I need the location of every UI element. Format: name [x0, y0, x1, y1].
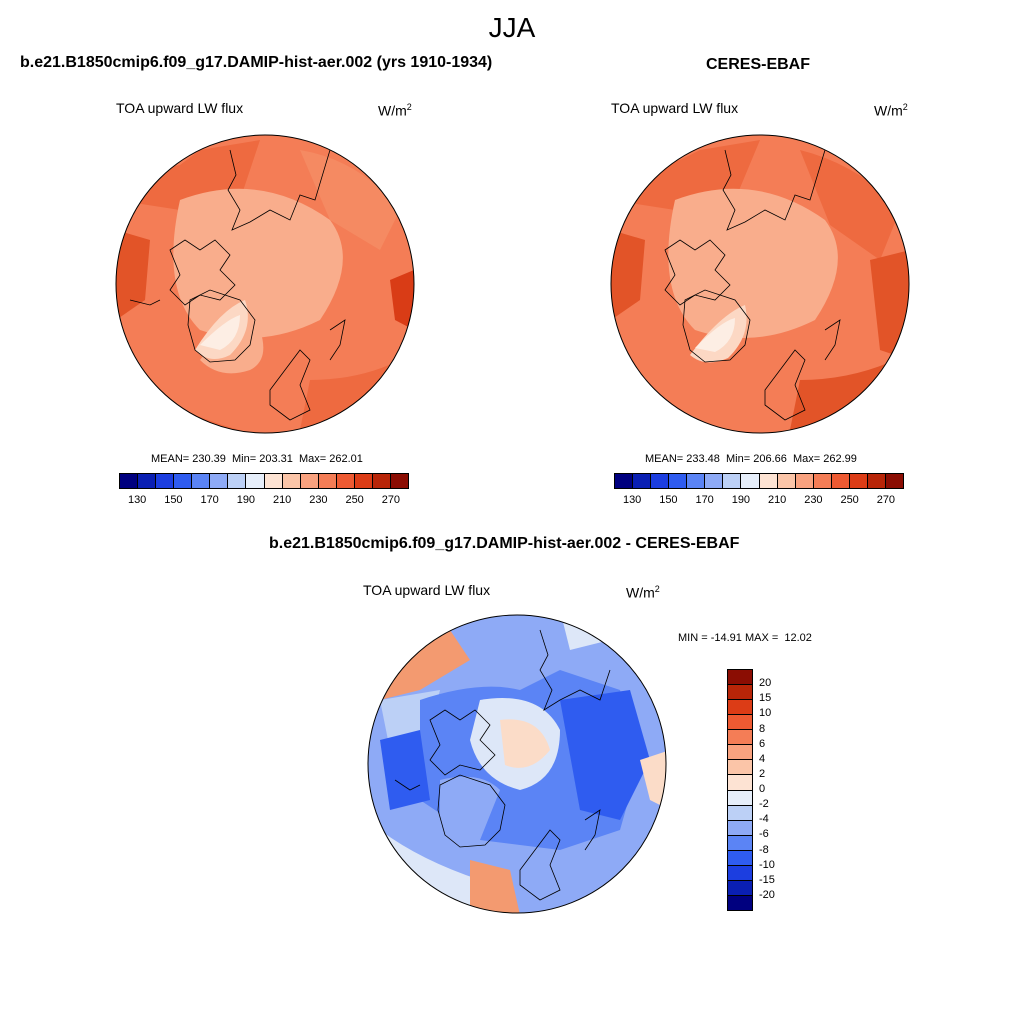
colorbar-swatch: [371, 474, 390, 488]
colorbar-swatch: [812, 474, 831, 488]
colorbar-swatch: [866, 474, 885, 488]
colorbar-tick-label: 10: [759, 707, 772, 720]
colorbar-swatch: [686, 474, 705, 488]
colorbar-swatch: [335, 474, 354, 488]
colorbar-swatch: [728, 879, 752, 895]
colorbar-swatch: [728, 864, 752, 880]
colorbar-swatch: [281, 474, 300, 488]
colorbar-tick-label: 210: [767, 494, 787, 506]
colorbar-tick-label: 230: [804, 494, 823, 506]
colorbar-swatch: [227, 474, 246, 488]
colorbar-tick-label: -2: [759, 798, 769, 811]
colorbar-swatch: [728, 714, 752, 730]
colorbar-swatch: [317, 474, 336, 488]
colorbar-swatch: [389, 474, 408, 488]
colorbar-tick-label: 150: [659, 494, 678, 506]
colorbar-swatch: [632, 474, 651, 488]
model-stats: MEAN= 230.39 Min= 203.31 Max= 262.01: [151, 453, 363, 465]
colorbar-tick-label: 6: [759, 737, 766, 750]
colorbar-swatch: [884, 474, 903, 488]
colorbar-tick-label: 4: [759, 752, 766, 765]
colorbar-tick-label: 270: [876, 494, 896, 506]
colorbar-tick-label: 130: [127, 494, 147, 506]
colorbar-swatch: [722, 474, 741, 488]
colorbar-tick-label: 0: [759, 783, 766, 795]
colorbar-tick-label: -4: [759, 813, 769, 826]
obs-stats: MEAN= 233.48 Min= 206.66 Max= 262.99: [645, 453, 857, 465]
colorbar-swatch: [758, 474, 777, 488]
model-panel-title: b.e21.B1850cmip6.f09_g17.DAMIP-hist-aer.…: [20, 54, 493, 71]
colorbar-swatch: [728, 744, 752, 760]
diff-colorbar: 20 15 10 8 6 4 2 0 -2 -4 -6 -8 -10 -15 -20: [727, 669, 797, 911]
colorbar-swatch: [740, 474, 759, 488]
colorbar-swatch: [728, 789, 752, 805]
colorbar-swatch: [650, 474, 669, 488]
colorbar-swatch: [728, 819, 752, 835]
colorbar-tick-label: 250: [840, 494, 859, 506]
colorbar-swatch: [173, 474, 192, 488]
colorbar-tick-label: 170: [200, 494, 219, 506]
colorbar-swatch: [728, 774, 752, 790]
colorbar-swatch: [728, 670, 752, 685]
colorbar-tick-label: -15: [759, 873, 775, 886]
diff-variable-label: TOA upward LW flux: [363, 582, 491, 598]
obs-variable-label: TOA upward LW flux: [611, 100, 739, 116]
colorbar-tick-label: 20: [759, 677, 772, 690]
colorbar-tick-label: 190: [236, 494, 256, 506]
obs-panel-title: CERES-EBAF: [706, 56, 811, 73]
obs-colorbar: 130 150 170 190 210 230 250 270: [614, 473, 904, 506]
colorbar-swatch: [728, 759, 752, 775]
model-colorbar: 130 150 170 190 210 230 250 270: [119, 473, 409, 506]
colorbar-swatch: [704, 474, 723, 488]
colorbar-swatch: [120, 474, 138, 488]
colorbar-tick-label: 190: [731, 494, 751, 506]
colorbar-swatch: [728, 699, 752, 715]
diff-map: [368, 615, 666, 913]
colorbar-tick-label: -10: [759, 858, 775, 871]
colorbar-tick-label: 230: [309, 494, 328, 506]
colorbar-swatch: [137, 474, 156, 488]
colorbar-swatch: [263, 474, 282, 488]
obs-units: W/m2: [874, 102, 908, 119]
colorbar-swatch: [299, 474, 318, 488]
diff-panel-title: b.e21.B1850cmip6.f09_g17.DAMIP-hist-aer.…: [269, 535, 740, 552]
model-map: [116, 135, 414, 433]
colorbar-swatch: [728, 729, 752, 745]
colorbar-swatch: [794, 474, 813, 488]
model-variable-label: TOA upward LW flux: [116, 100, 244, 116]
colorbar-swatch: [353, 474, 372, 488]
colorbar-swatch: [728, 684, 752, 700]
colorbar-swatch: [776, 474, 795, 488]
colorbar-swatch: [848, 474, 867, 488]
colorbar-swatch: [668, 474, 687, 488]
model-units: W/m2: [378, 102, 412, 119]
colorbar-swatch: [191, 474, 210, 488]
colorbar-tick-label: 8: [759, 722, 766, 735]
colorbar-tick-label: -8: [759, 843, 769, 856]
colorbar-tick-label: 130: [622, 494, 642, 506]
colorbar-swatch: [209, 474, 228, 488]
season-title: JJA: [488, 12, 536, 43]
colorbar-tick-label: 170: [695, 494, 714, 506]
diff-stats: MIN = -14.91 MAX = 12.02: [678, 632, 812, 644]
colorbar-swatch: [728, 849, 752, 865]
colorbar-tick-label: 250: [345, 494, 364, 506]
colorbar-swatch: [155, 474, 174, 488]
colorbar-swatch: [728, 894, 752, 910]
colorbar-tick-label: 210: [272, 494, 292, 506]
diff-units: W/m2: [626, 584, 660, 601]
colorbar-swatch: [728, 804, 752, 820]
colorbar-swatch: [245, 474, 264, 488]
colorbar-swatch: [830, 474, 849, 488]
colorbar-tick-label: 150: [164, 494, 183, 506]
obs-map: [611, 135, 909, 433]
colorbar-tick-label: 2: [759, 767, 766, 780]
colorbar-swatch: [615, 474, 633, 488]
colorbar-swatch: [728, 834, 752, 850]
colorbar-tick-label: 15: [759, 692, 772, 705]
colorbar-tick-label: -20: [759, 888, 775, 901]
colorbar-tick-label: -6: [759, 828, 769, 841]
colorbar-tick-label: 270: [381, 494, 401, 506]
